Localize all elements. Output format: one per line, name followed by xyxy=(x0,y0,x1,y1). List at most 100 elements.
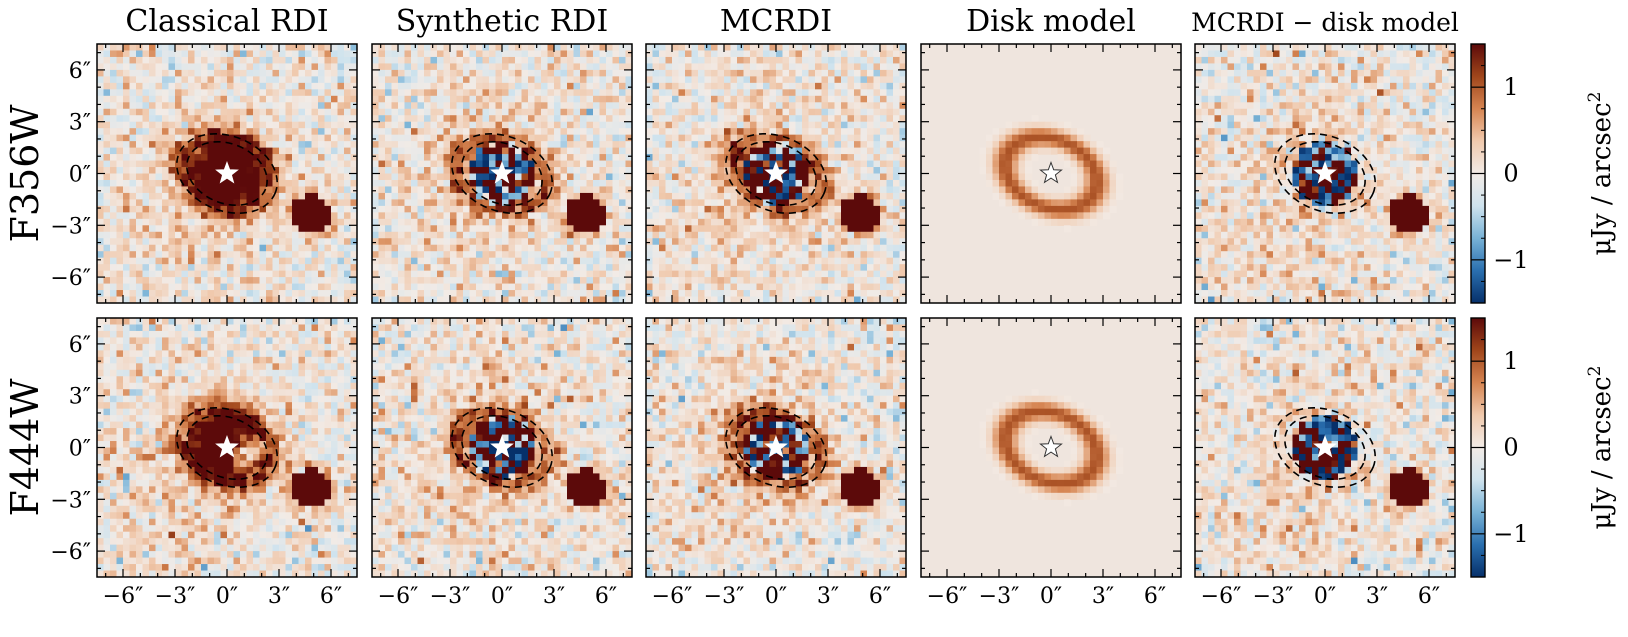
panel-f444w-synthetic: −6″ −3″ 0″ 3″ 6″ xyxy=(371,317,633,609)
column-title-classical: Classical RDI xyxy=(125,4,328,39)
contour-ellipse-1 xyxy=(176,407,278,488)
image-map xyxy=(97,44,357,303)
image-map xyxy=(646,318,906,577)
axis-ticks xyxy=(646,318,906,577)
axis-ticks xyxy=(646,44,906,303)
x-tick-label: 6″ xyxy=(869,584,891,609)
axis-ticks xyxy=(1195,44,1455,303)
colorbar-tick-label: −1 xyxy=(1493,520,1528,548)
x-tick-label: 6″ xyxy=(320,584,342,609)
column-title-disk: Disk model xyxy=(966,4,1136,39)
contour-ellipse-1 xyxy=(725,407,827,488)
x-tick-label: 3″ xyxy=(1366,584,1388,609)
y-tick-label: 3″ xyxy=(69,385,91,410)
contour-ellipse-1 xyxy=(1274,407,1376,488)
colorbar-f444w: 1 0 −1 μJy / arcsec2 xyxy=(1470,317,1617,578)
x-tick-label: −3″ xyxy=(430,584,471,609)
x-tick-label: −3″ xyxy=(1253,584,1294,609)
panel-f444w-mcrdi: −6″ −3″ 0″ 3″ 6″ xyxy=(645,317,907,609)
x-tick-label: 6″ xyxy=(1144,584,1166,609)
panel-f356w-mcrdi xyxy=(645,43,907,304)
y-tick-label: −3″ xyxy=(50,488,91,513)
contour-ellipse-0 xyxy=(186,414,268,481)
y-tick-label: 0″ xyxy=(69,163,91,188)
star-marker-icon xyxy=(1039,161,1063,184)
y-tick-label: 6″ xyxy=(69,333,91,358)
x-tick-label: 3″ xyxy=(268,584,290,609)
panel-f444w-residual: −6″ −3″ 0″ 3″ 6″ xyxy=(1194,317,1456,609)
disk-contour xyxy=(1274,407,1376,488)
star-marker-icon xyxy=(1313,161,1337,184)
x-tick-label: 3″ xyxy=(1092,584,1114,609)
colorbar-label-exponent: 2 xyxy=(1585,366,1605,377)
x-tick-label: −3″ xyxy=(979,584,1020,609)
star-marker-icon xyxy=(215,161,239,184)
panel-f444w-disk: −6″ −3″ 0″ 3″ 6″ xyxy=(920,317,1182,609)
axis-ticks xyxy=(1195,318,1455,577)
y-tick-label: 0″ xyxy=(69,437,91,462)
panel-f356w-disk xyxy=(920,43,1182,304)
axis-ticks xyxy=(921,44,1181,303)
disk-contour xyxy=(725,133,827,214)
x-tick-label: 3″ xyxy=(817,584,839,609)
x-tick-label: −6″ xyxy=(652,584,693,609)
y-tick-label: 3″ xyxy=(69,111,91,136)
x-tick-label: 6″ xyxy=(595,584,617,609)
image-map xyxy=(97,318,357,577)
colorbar-label-unit: μJy / arcsec xyxy=(1587,102,1617,255)
column-title-synthetic: Synthetic RDI xyxy=(396,4,608,39)
axis-ticks xyxy=(372,318,632,577)
colorbar-tick-label: 0 xyxy=(1503,160,1518,188)
colorbar-label-unit: μJy / arcsec xyxy=(1587,376,1617,529)
x-tick-label: −6″ xyxy=(378,584,419,609)
contour-ellipse-0 xyxy=(461,414,543,481)
x-tick-label: −6″ xyxy=(1201,584,1242,609)
axis-ticks xyxy=(97,318,357,577)
x-tick-label: 0″ xyxy=(216,584,238,609)
panel-f356w-residual xyxy=(1194,43,1456,304)
x-tick-label: 0″ xyxy=(765,584,787,609)
axis-ticks xyxy=(921,318,1181,577)
y-tick-label: −3″ xyxy=(50,214,91,239)
x-tick-label: 6″ xyxy=(1418,584,1440,609)
contour-ellipse-1 xyxy=(176,133,278,214)
colorbar-tick-label: −1 xyxy=(1493,246,1528,274)
contour-ellipse-0 xyxy=(735,414,817,481)
panel-f356w-classical: −6″ −3″ 0″ 3″ 6″ xyxy=(50,43,358,304)
x-tick-label: −3″ xyxy=(704,584,745,609)
disk-contour xyxy=(176,133,278,214)
row-label-f356w: F356W xyxy=(3,105,47,243)
star-marker-icon xyxy=(1313,435,1337,458)
contour-ellipse-0 xyxy=(186,140,268,207)
contour-ellipse-1 xyxy=(725,133,827,214)
image-map xyxy=(372,318,632,577)
y-tick-label: 6″ xyxy=(69,59,91,84)
colorbar-tick-label: 0 xyxy=(1503,434,1518,462)
colorbar-label-exponent: 2 xyxy=(1585,92,1605,103)
colorbar-tick-label: 1 xyxy=(1503,347,1518,375)
star-marker-icon xyxy=(490,435,514,458)
x-tick-label: −6″ xyxy=(103,584,144,609)
star-marker-icon xyxy=(764,161,788,184)
disk-contour xyxy=(725,407,827,488)
image-map xyxy=(1195,318,1455,577)
x-tick-label: 0″ xyxy=(1314,584,1336,609)
star-marker-icon xyxy=(1039,435,1063,458)
panel-f356w-synthetic xyxy=(371,43,633,304)
axis-ticks xyxy=(372,44,632,303)
star-marker-icon xyxy=(490,161,514,184)
contour-ellipse-1 xyxy=(451,407,553,488)
contour-ellipse-0 xyxy=(735,140,817,207)
contour-ellipse-0 xyxy=(1284,414,1366,481)
disk-contour xyxy=(451,133,553,214)
disk-contour xyxy=(451,407,553,488)
star-marker-icon xyxy=(764,435,788,458)
x-tick-label: 3″ xyxy=(543,584,565,609)
contour-ellipse-1 xyxy=(1274,133,1376,214)
colorbar-f356w: 1 0 −1 μJy / arcsec2 xyxy=(1470,43,1617,304)
star-marker-icon xyxy=(215,435,239,458)
disk-contour xyxy=(176,407,278,488)
image-map xyxy=(372,44,632,303)
